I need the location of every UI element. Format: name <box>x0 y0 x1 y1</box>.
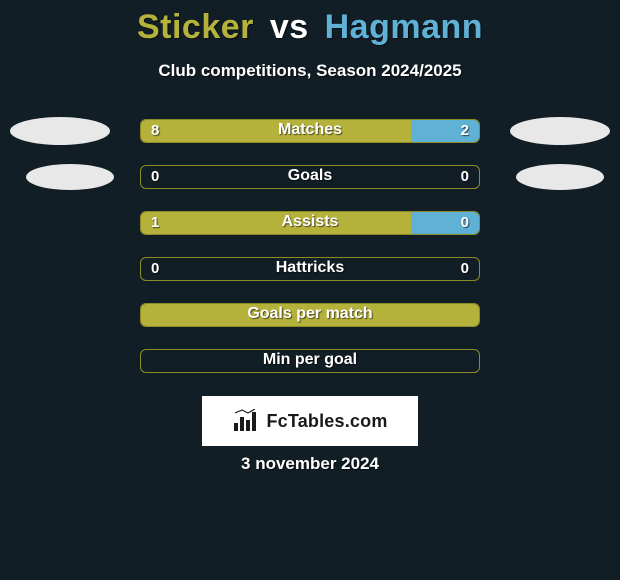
title-player2: Hagmann <box>325 8 483 46</box>
player-photo-placeholder <box>26 164 114 190</box>
stat-row: Min per goal <box>0 338 620 384</box>
bar-segment-player1 <box>141 212 411 234</box>
bar-track <box>140 303 480 327</box>
bar-wrap: Goals per match <box>140 303 480 327</box>
value-player1: 1 <box>151 212 159 234</box>
bar-wrap: 82Matches <box>140 119 480 143</box>
value-player2: 0 <box>461 166 469 188</box>
value-player2: 2 <box>461 120 469 142</box>
bar-wrap: 10Assists <box>140 211 480 235</box>
value-player2: 0 <box>461 212 469 234</box>
comparison-bars: 82Matches00Goals10Assists00HattricksGoal… <box>0 108 620 384</box>
player-photo-placeholder <box>10 117 110 145</box>
bar-track <box>140 349 480 373</box>
bar-track: 10 <box>140 211 480 235</box>
bar-segment-player1 <box>141 120 411 142</box>
stat-row: 00Hattricks <box>0 246 620 292</box>
bar-wrap: Min per goal <box>140 349 480 373</box>
title-vs: vs <box>270 8 309 46</box>
title-player1: Sticker <box>137 8 254 46</box>
value-player1: 8 <box>151 120 159 142</box>
value-player1: 0 <box>151 258 159 280</box>
date: 3 november 2024 <box>0 454 620 474</box>
bar-track: 00 <box>140 257 480 281</box>
value-player1: 0 <box>151 166 159 188</box>
player-photo-placeholder <box>516 164 604 190</box>
stat-row: Goals per match <box>0 292 620 338</box>
bar-track: 00 <box>140 165 480 189</box>
title: Sticker vs Hagmann <box>0 0 620 47</box>
logo: FcTables.com <box>202 396 418 446</box>
subtitle: Club competitions, Season 2024/2025 <box>0 61 620 81</box>
logo-text: FcTables.com <box>266 411 387 432</box>
stat-row: 10Assists <box>0 200 620 246</box>
bar-track: 82 <box>140 119 480 143</box>
bar-wrap: 00Hattricks <box>140 257 480 281</box>
bar-segment-player1 <box>141 304 479 326</box>
value-player2: 0 <box>461 258 469 280</box>
bar-chart-icon <box>232 409 260 433</box>
bar-wrap: 00Goals <box>140 165 480 189</box>
player-photo-placeholder <box>510 117 610 145</box>
